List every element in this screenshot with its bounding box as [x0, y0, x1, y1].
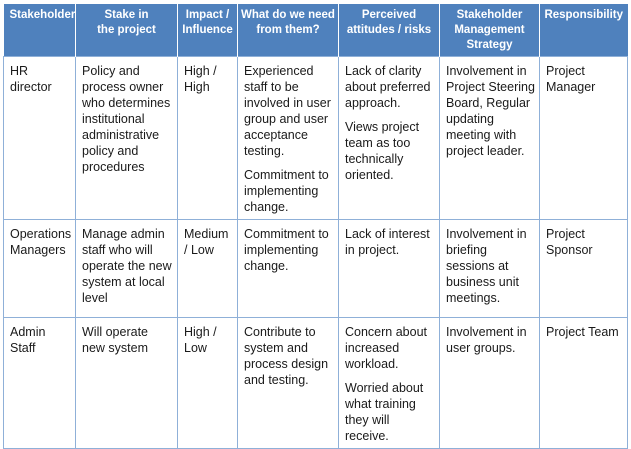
cell-attitudes: Lack of clarity about preferred approach… — [338, 56, 440, 220]
cell-stakeholder: Admin Staff — [3, 317, 76, 449]
cell-responsibility: Project Team — [539, 317, 628, 449]
header-strategy: Stakeholder Management Strategy — [439, 4, 540, 57]
cell-stakeholder: HR director — [3, 56, 76, 220]
cell-paragraph: Commitment to implementing change. — [244, 168, 329, 214]
cell-paragraph: Experienced staff to be involved in user… — [244, 64, 331, 158]
table-row: HR director Policy and process owner who… — [3, 56, 628, 220]
header-impact: Impact / Influence — [177, 4, 238, 57]
cell-paragraph: Commitment to implementing change. — [244, 227, 329, 273]
cell-strategy: Involvement in briefing sessions at busi… — [439, 219, 540, 318]
cell-need: Commitment to implementing change. — [237, 219, 339, 318]
cell-stake: Manage admin staff who will operate the … — [75, 219, 178, 318]
cell-paragraph: Concern about increased workload. — [345, 325, 428, 371]
cell-responsibility: Project Manager — [539, 56, 628, 220]
cell-impact: Medium / Low — [177, 219, 238, 318]
cell-responsibility: Project Sponsor — [539, 219, 628, 318]
cell-stakeholder: Operations Managers — [3, 219, 76, 318]
header-attitudes: Perceived attitudes / risks — [338, 4, 440, 57]
cell-need: Contribute to system and process design … — [237, 317, 339, 449]
header-stake: Stake in the project — [75, 4, 178, 57]
cell-paragraph: Lack of clarity about preferred approach… — [345, 64, 431, 110]
cell-stake: Will operate new system — [75, 317, 178, 449]
header-responsibility: Responsibility — [539, 4, 628, 57]
cell-need: Experienced staff to be involved in user… — [237, 56, 339, 220]
cell-attitudes: Concern about increased workload. Worrie… — [338, 317, 440, 449]
cell-impact: High / Low — [177, 317, 238, 449]
cell-impact: High / High — [177, 56, 238, 220]
stakeholder-table: Stakeholder Stake in the project Impact /… — [3, 4, 628, 449]
cell-paragraph: Worried about what training they will re… — [345, 381, 424, 443]
cell-paragraph: Views project team as too technically or… — [345, 120, 420, 182]
cell-paragraph: Contribute to system and process design … — [244, 325, 329, 387]
table-row: Operations Managers Manage admin staff w… — [3, 219, 628, 318]
cell-stake: Policy and process owner who determines … — [75, 56, 178, 220]
header-stakeholder: Stakeholder — [3, 4, 76, 57]
table-row: Admin Staff Will operate new system High… — [3, 317, 628, 449]
header-row: Stakeholder Stake in the project Impact /… — [3, 4, 628, 57]
cell-strategy: Involvement in user groups. — [439, 317, 540, 449]
cell-paragraph: Lack of interest in project. — [345, 227, 430, 257]
header-need: What do we need from them? — [237, 4, 339, 57]
cell-strategy: Involvement in Project Steering Board, R… — [439, 56, 540, 220]
cell-attitudes: Lack of interest in project. — [338, 219, 440, 318]
